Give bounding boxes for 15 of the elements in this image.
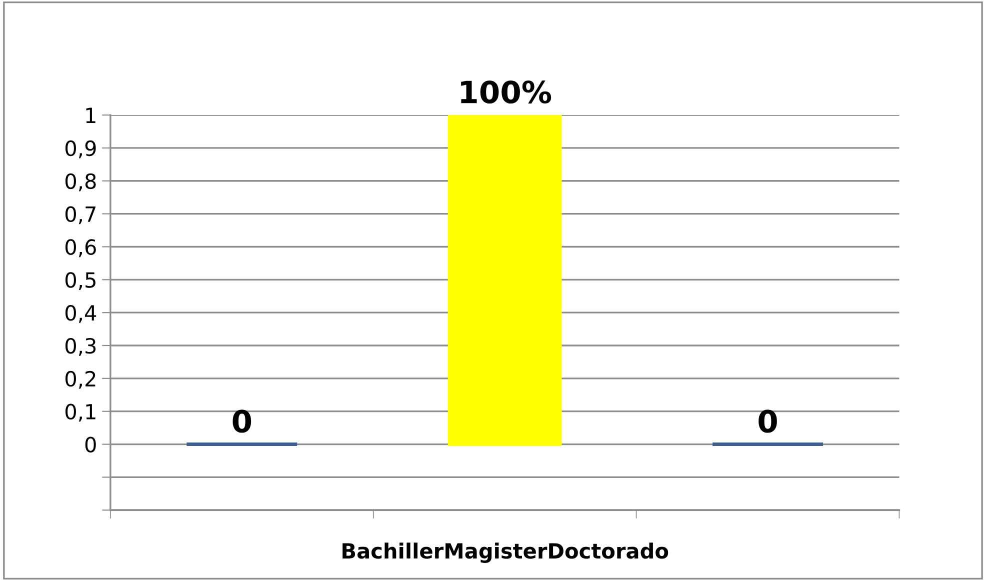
y-tick-label: 0,7 [65,206,96,224]
data-label: 100% [461,80,552,104]
y-tick-label: 0,9 [65,140,96,158]
y-tick-label: 0,4 [65,305,96,323]
y-tick-label: 0,6 [65,239,96,258]
y-tick-label: 0,3 [65,338,96,356]
y-tick-label: 0,5 [65,272,96,290]
y-tick-label: 0,8 [65,173,96,192]
x-axis-title: BachillerMagisterDoctorado [342,542,668,563]
y-tick-label: 0,1 [65,404,96,422]
data-label: 0 [758,410,777,433]
y-tick-label: 0,2 [65,370,96,389]
data-label: 0 [232,410,252,433]
y-tick-label: 1 [86,108,96,123]
y-tick-label: 0 [85,436,96,452]
